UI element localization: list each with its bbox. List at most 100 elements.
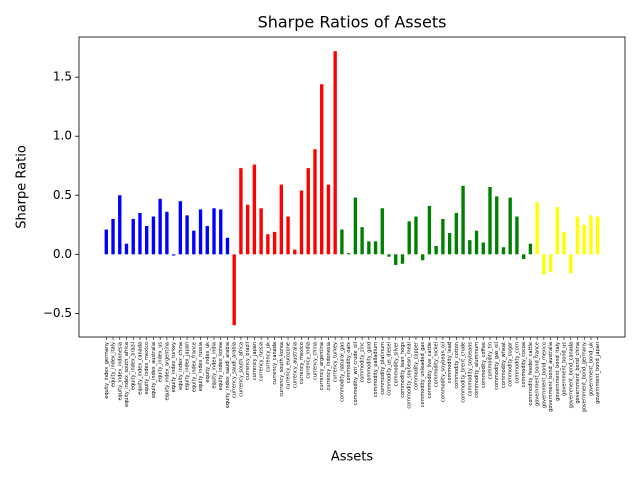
y-tick-label: 1.0 bbox=[53, 129, 72, 143]
x-tick-label: commodity_oats bbox=[346, 342, 352, 384]
y-tick-label: 1.5 bbox=[53, 70, 72, 84]
bar bbox=[171, 254, 176, 256]
bar bbox=[542, 254, 546, 275]
bar bbox=[219, 209, 223, 255]
x-tick-label: currency_brazil bbox=[245, 342, 251, 380]
bar bbox=[468, 240, 472, 255]
x-tick-label: equity_index_china bbox=[178, 342, 184, 390]
x-tick-label: government_bond_china bbox=[575, 342, 581, 404]
bar bbox=[178, 201, 183, 255]
x-tick-label: equity_index_south_africa bbox=[124, 342, 130, 407]
bar bbox=[353, 197, 358, 255]
bar bbox=[400, 254, 405, 264]
bar bbox=[104, 229, 108, 255]
x-tick-label: equity_index_germany bbox=[104, 342, 110, 399]
bar bbox=[427, 205, 432, 255]
bar bbox=[488, 187, 492, 255]
x-tick-label: government_bond_canada bbox=[568, 342, 574, 408]
x-tick-label: commodity_gas_oil bbox=[494, 342, 500, 390]
bar bbox=[111, 218, 115, 255]
bar bbox=[501, 247, 506, 255]
bar bbox=[151, 216, 156, 255]
bar bbox=[562, 231, 566, 255]
x-tick-label: currency_japan bbox=[252, 342, 258, 380]
x-tick-label: currency_saudi_arabia bbox=[232, 342, 238, 398]
y-tick-label: 0.0 bbox=[53, 247, 72, 261]
bar bbox=[145, 225, 149, 255]
bar bbox=[508, 197, 512, 255]
x-tick-label: commodity_coffee bbox=[481, 342, 487, 388]
x-tick-label: equity_index_australia bbox=[151, 342, 157, 398]
x-tick-label: equity_index_brazil bbox=[131, 342, 137, 390]
bar bbox=[367, 241, 371, 255]
bar bbox=[521, 254, 526, 260]
bar bbox=[407, 221, 411, 255]
x-tick-label: equity_index_argentina bbox=[164, 342, 170, 400]
x-tick-label: equity_index_turkey bbox=[171, 342, 177, 392]
bar bbox=[118, 195, 122, 255]
bar bbox=[528, 243, 533, 255]
bar bbox=[394, 254, 398, 265]
bar bbox=[575, 216, 580, 255]
bar bbox=[555, 207, 559, 255]
bar bbox=[420, 254, 425, 261]
bar bbox=[198, 209, 203, 255]
x-axis-label: Assets bbox=[331, 450, 374, 465]
x-tick-label: currency_indonesia bbox=[326, 342, 332, 390]
bar bbox=[138, 212, 142, 255]
bar bbox=[293, 249, 297, 255]
x-tick-label: currency_argentina bbox=[319, 342, 325, 390]
x-tick-label: currency_eurozone bbox=[286, 342, 292, 389]
x-tick-label: currency_india bbox=[306, 342, 312, 378]
bar bbox=[131, 218, 135, 255]
x-tick-label: commodity_nickel bbox=[434, 342, 440, 387]
x-tick-label: government_bond_germany bbox=[582, 342, 588, 412]
bar bbox=[447, 233, 452, 255]
bar bbox=[313, 149, 317, 255]
x-tick-label: government_bond_italy bbox=[555, 342, 561, 401]
x-tick-label: government_bond_france bbox=[535, 342, 541, 406]
bar bbox=[515, 216, 519, 255]
x-tick-label: equity_index_us bbox=[158, 342, 164, 383]
bar bbox=[259, 208, 263, 255]
x-tick-label: commodity_lead bbox=[447, 342, 453, 383]
bar bbox=[326, 184, 331, 255]
x-tick-label: commodity_zinc bbox=[360, 342, 366, 383]
bar bbox=[185, 215, 189, 255]
bar bbox=[380, 208, 384, 255]
bar bbox=[340, 229, 344, 255]
y-axis-label: Sharpe Ratio bbox=[15, 145, 30, 229]
x-tick-label: equity_index_india bbox=[212, 342, 218, 389]
bar bbox=[454, 212, 459, 255]
bar bbox=[272, 231, 277, 255]
bar bbox=[582, 224, 586, 255]
bar bbox=[299, 190, 304, 255]
x-tick-label: commodity_corn bbox=[514, 342, 520, 384]
x-tick-label: government_bond_mexico bbox=[541, 342, 547, 408]
y-tick-label: −0.5 bbox=[43, 306, 72, 320]
x-tick-label: currency_australia bbox=[292, 342, 298, 388]
bar bbox=[232, 254, 236, 326]
x-tick-label: currency_south_africa bbox=[238, 342, 244, 397]
bar bbox=[474, 230, 479, 255]
x-tick-label: equity_index_italy bbox=[111, 342, 117, 387]
x-tick-label: equity_index_russia bbox=[198, 342, 204, 391]
bar bbox=[192, 230, 196, 255]
x-tick-label: government_bond_uk bbox=[588, 342, 594, 396]
x-tick-label: equity_index_france bbox=[191, 342, 197, 392]
x-tick-label: equity_index_japan bbox=[185, 342, 191, 390]
x-tick-label: commodity_gold bbox=[366, 342, 372, 383]
bar bbox=[225, 237, 230, 255]
bar bbox=[252, 164, 257, 255]
chart-title: Sharpe Ratios of Assets bbox=[258, 13, 447, 32]
x-tick-label: equity_index_uk bbox=[205, 342, 211, 383]
x-tick-label: commodity_wheat bbox=[501, 342, 507, 388]
x-tick-label: commodity_brent_crude bbox=[461, 342, 467, 403]
x-tick-label: commodity_wti_crude_oil bbox=[353, 342, 359, 405]
bar bbox=[333, 51, 337, 255]
bar bbox=[306, 168, 310, 255]
x-tick-label: commodity_us_diesel bbox=[387, 342, 393, 396]
x-tick-label: commodity_cotton bbox=[454, 342, 460, 389]
bar bbox=[569, 254, 573, 274]
bar bbox=[373, 241, 378, 255]
